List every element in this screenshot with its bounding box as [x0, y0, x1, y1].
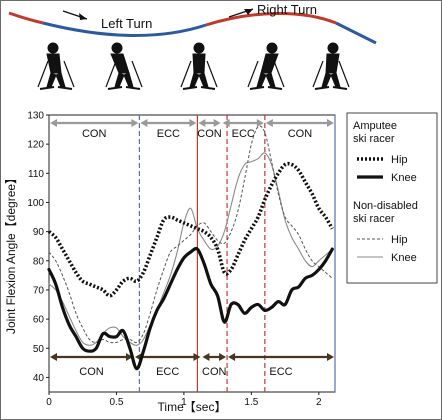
x-tick-label: 2	[316, 397, 322, 408]
series-line-dotted-thick	[47, 161, 334, 298]
bottom-arrowhead-right	[125, 353, 133, 361]
bottom-arrowhead-left	[228, 353, 236, 361]
top-arrowhead-right	[189, 119, 197, 127]
phase-boundaries	[138, 115, 336, 392]
skier-4-icon	[247, 42, 285, 90]
bottom-arrowhead-left	[202, 353, 210, 361]
top-phase-4: ECC	[222, 119, 264, 140]
legend-label: Hip	[391, 154, 408, 166]
y-axis: 40 50 60 70 80 90 100 110 120 130	[27, 111, 49, 384]
bottom-phase-2: ECC	[134, 353, 201, 378]
top-arrowhead-left	[265, 119, 273, 127]
top-phase-2: ECC	[140, 119, 197, 140]
top-phase-5: CON	[265, 119, 334, 140]
y-tick-label: 120	[27, 140, 44, 151]
skier-1-icon	[37, 42, 75, 90]
bottom-phase-3: CON	[202, 353, 227, 378]
bottom-phase-4: ECC	[228, 353, 334, 378]
y-tick-label: 100	[27, 198, 44, 209]
skier-silhouettes	[37, 42, 350, 90]
top-phase-label: CON	[197, 128, 222, 140]
skier-2-icon	[105, 42, 143, 90]
x-tick-label: 1.5	[244, 397, 258, 408]
turn-banner: Left Turn Right Turn	[8, 2, 377, 45]
x-axis-label: Time【sec】	[158, 400, 227, 414]
top-phase-1: CON	[50, 119, 139, 140]
series-line-solid-thick	[47, 246, 334, 371]
bottom-phase-bars: CON ECC CON ECC	[50, 353, 334, 378]
bottom-arrowhead-right	[193, 353, 201, 361]
top-phase-3: CON	[197, 119, 222, 140]
bottom-arrowhead-left	[50, 353, 57, 361]
series-line-solid-thin	[48, 152, 333, 346]
bottom-phase-label: CON	[202, 366, 227, 378]
x-axis: 0 0.5 1 1.5 2	[46, 392, 322, 408]
top-arrowhead-right	[256, 119, 264, 127]
bottom-phase-label: ECC	[269, 366, 292, 378]
right-turn-label: Right Turn	[257, 2, 317, 17]
x-tick-label: 1	[181, 397, 187, 408]
legend-group-title: ski racer	[353, 133, 395, 145]
legend-label: Hip	[391, 234, 408, 246]
skier-3-icon	[180, 42, 218, 90]
top-arrowhead-right	[327, 119, 334, 127]
trajectory-blue-left-turn	[42, 21, 207, 37]
top-phase-label: CON	[288, 128, 313, 140]
bottom-arrowhead-right	[219, 353, 227, 361]
y-tick-label: 70	[33, 285, 45, 296]
legend-entry-1: Hip	[357, 154, 408, 166]
legend-label: Knee	[391, 252, 417, 264]
legend-label: Knee	[391, 172, 417, 184]
legend-entry-2: Knee	[357, 172, 417, 184]
skier-5-icon	[312, 42, 350, 90]
legend-group-title: ski racer	[353, 213, 395, 225]
series-layer	[47, 125, 334, 371]
x-tick-label: 0.5	[109, 397, 123, 408]
top-arrowhead-right	[213, 119, 221, 127]
bottom-phase-label: ECC	[156, 366, 179, 378]
top-phase-label: ECC	[157, 128, 180, 140]
y-tick-label: 110	[28, 169, 44, 180]
arrow-right-turn-icon	[228, 8, 254, 18]
y-tick-label: 90	[33, 227, 45, 238]
bottom-arrowhead-right	[327, 353, 334, 361]
legend-box	[346, 112, 438, 284]
top-arrowhead-left	[140, 119, 148, 127]
legend-entry-3: Hip	[357, 234, 408, 246]
trajectory-red-right-turn	[205, 12, 337, 27]
bottom-phase-label: CON	[79, 366, 104, 378]
bottom-phase-1: CON	[50, 353, 133, 378]
y-tick-label: 40	[33, 373, 45, 384]
y-tick-label: 60	[33, 315, 45, 326]
top-arrowhead-right	[131, 119, 139, 127]
y-tick-label: 50	[33, 344, 45, 355]
top-arrowhead-left	[198, 119, 206, 127]
trajectory-red-start	[8, 11, 44, 25]
legend-group-title: Non-disabled	[353, 200, 418, 212]
y-axis-label: Joint Flexion Angle【degree】	[4, 172, 18, 334]
top-phase-label: ECC	[232, 128, 255, 140]
x-tick-label: 0	[46, 397, 52, 408]
y-tick-label: 80	[33, 256, 45, 267]
left-turn-label: Left Turn	[101, 16, 152, 31]
top-arrowhead-left	[50, 119, 57, 127]
legend-entry-4: Knee	[357, 252, 417, 264]
legend-group-title: Amputee	[353, 120, 397, 132]
series-line-dashed-thin	[48, 125, 333, 344]
y-tick-label: 130	[27, 111, 44, 122]
top-phase-bars: CON ECC CON ECC CON	[50, 119, 334, 140]
top-arrowhead-left	[222, 119, 230, 127]
arrow-left-turn-icon	[62, 10, 88, 20]
trajectory-blue-end	[335, 21, 377, 45]
top-phase-label: CON	[82, 128, 107, 140]
